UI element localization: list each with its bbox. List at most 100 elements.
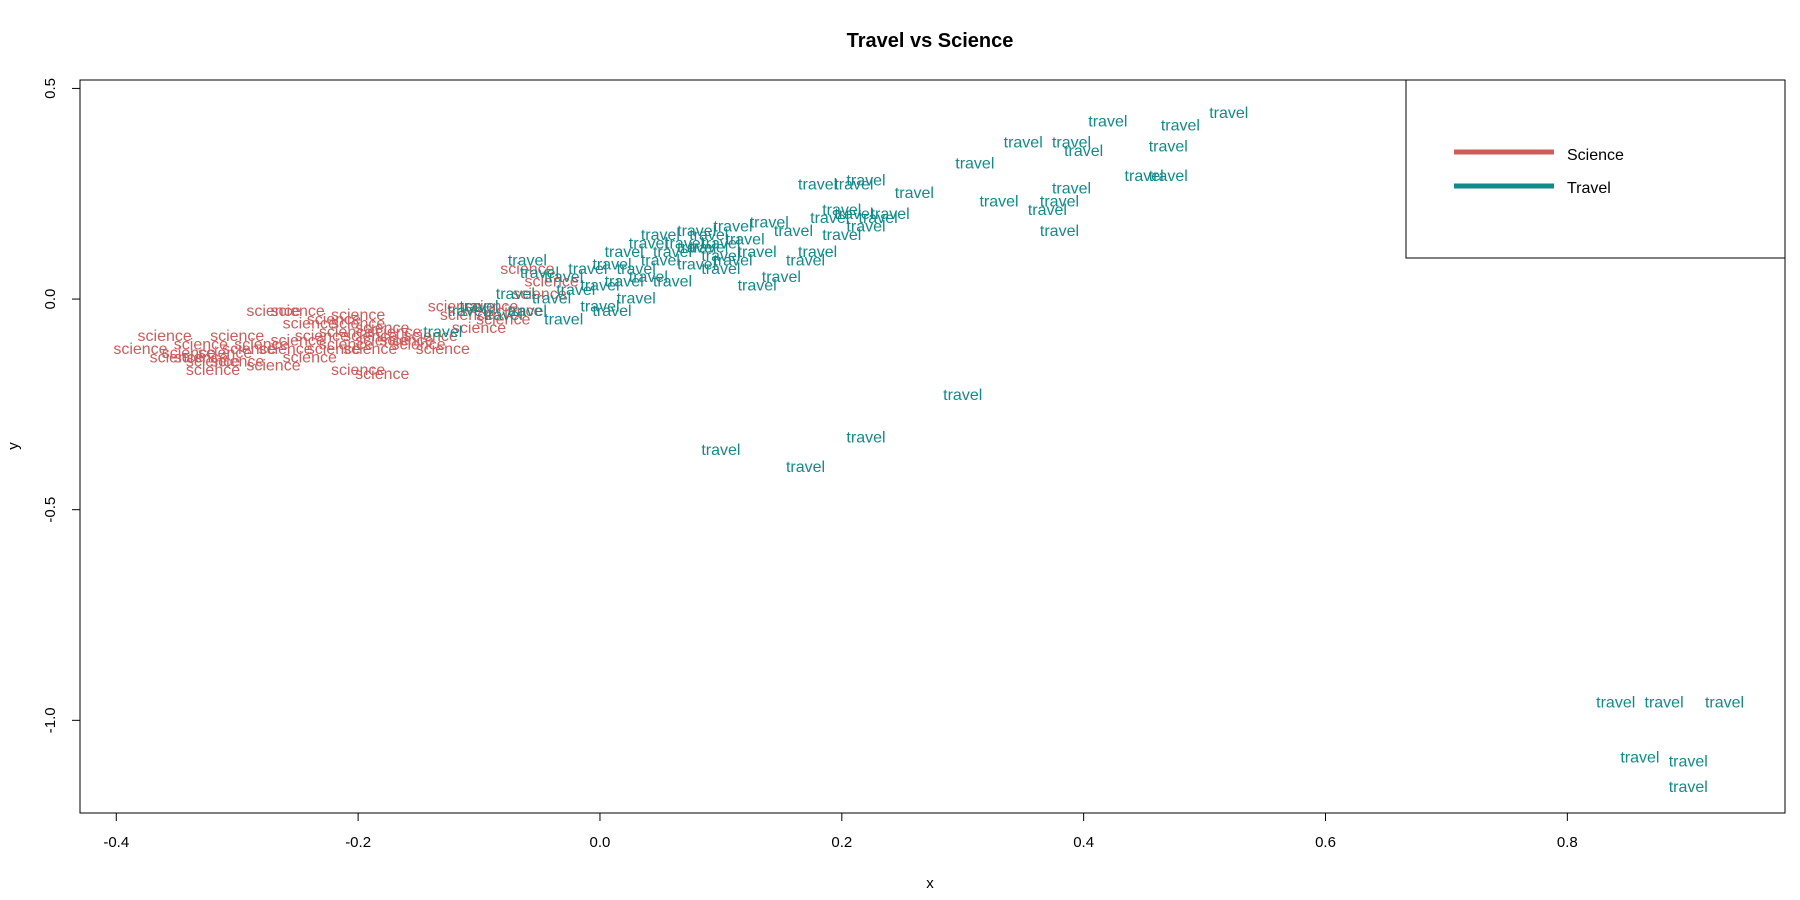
- science-point: science: [367, 324, 421, 341]
- science-point: science: [343, 341, 397, 358]
- science-point: science: [404, 328, 458, 345]
- x-tick-label: 0.0: [590, 834, 611, 851]
- science-point: science: [440, 307, 494, 324]
- travel-point: travel: [1209, 105, 1248, 122]
- travel-point: travel: [653, 273, 692, 290]
- x-axis: -0.4 -0.2 0.0 0.2 0.4 0.6 0.8: [103, 812, 1578, 851]
- science-point: science: [391, 337, 445, 354]
- travel-point: travel: [508, 303, 547, 320]
- travel-point: travel: [1004, 134, 1043, 151]
- science-point: science: [355, 332, 409, 349]
- science-point: science: [343, 328, 397, 345]
- science-point: science: [416, 341, 470, 358]
- science-point: science: [355, 320, 409, 337]
- series-science: sciencesciencesciencesciencesciencescien…: [113, 261, 578, 383]
- travel-point: travel: [641, 252, 680, 269]
- travel-point: travel: [1028, 202, 1067, 219]
- science-point: science: [307, 341, 361, 358]
- travel-point: travel: [592, 303, 631, 320]
- travel-point: travel: [1705, 695, 1744, 712]
- science-point: science: [379, 332, 433, 349]
- travel-point: travel: [447, 303, 486, 320]
- x-tick-label: 0.2: [831, 834, 852, 851]
- travel-point: travel: [544, 311, 583, 328]
- travel-point: travel: [1064, 143, 1103, 160]
- travel-point: travel: [798, 244, 837, 261]
- science-point: science: [186, 362, 240, 379]
- travel-point: travel: [701, 442, 740, 459]
- legend-label-travel: Travel: [1567, 180, 1611, 197]
- science-point: science: [174, 349, 228, 366]
- science-point: science: [113, 341, 167, 358]
- science-point: science: [319, 324, 373, 341]
- science-point: science: [271, 332, 325, 349]
- travel-point: travel: [617, 290, 656, 307]
- y-tick-label: 0.0: [42, 289, 59, 310]
- series-travel: traveltraveltraveltraveltraveltraveltrav…: [423, 105, 1744, 796]
- travel-point: travel: [689, 240, 728, 257]
- science-point: science: [295, 328, 349, 345]
- science-point: science: [319, 337, 373, 354]
- travel-point: travel: [1161, 118, 1200, 135]
- x-tick-label: 0.4: [1073, 834, 1094, 851]
- y-tick-label: -1.0: [42, 707, 59, 733]
- travel-point: travel: [484, 307, 523, 324]
- y-axis-label: y: [5, 442, 22, 450]
- travel-point: travel: [955, 155, 994, 172]
- travel-point: travel: [629, 269, 668, 286]
- travel-point: travel: [979, 193, 1018, 210]
- travel-point: travel: [1088, 113, 1127, 130]
- travel-point: travel: [846, 172, 885, 189]
- travel-point: travel: [1040, 223, 1079, 240]
- travel-point: travel: [653, 244, 692, 261]
- science-point: science: [162, 345, 216, 362]
- travel-point: travel: [834, 206, 873, 223]
- science-point: science: [331, 362, 385, 379]
- travel-point: travel: [726, 231, 765, 248]
- travel-point: travel: [1052, 134, 1091, 151]
- science-point: science: [150, 349, 204, 366]
- travel-point: travel: [846, 219, 885, 236]
- travel-point: travel: [846, 429, 885, 446]
- y-tick-label: -0.5: [42, 497, 59, 523]
- science-point: science: [138, 328, 192, 345]
- legend-label-science: Science: [1567, 147, 1624, 164]
- travel-point: travel: [568, 261, 607, 278]
- travel-point: travel: [580, 299, 619, 316]
- travel-point: travel: [580, 278, 619, 295]
- science-point: science: [428, 299, 482, 316]
- travel-point: travel: [786, 459, 825, 476]
- travel-point: travel: [592, 257, 631, 274]
- travel-point: travel: [617, 261, 656, 278]
- travel-point: travel: [1669, 754, 1708, 771]
- travel-point: travel: [605, 273, 644, 290]
- travel-point: travel: [859, 210, 898, 227]
- travel-point: travel: [520, 265, 559, 282]
- legend: Science Travel: [1405, 79, 1786, 259]
- science-point: science: [246, 358, 300, 375]
- science-point: science: [524, 273, 578, 290]
- science-point: science: [331, 307, 385, 324]
- travel-point: travel: [822, 202, 861, 219]
- science-point: science: [186, 353, 240, 370]
- legend-box: [1405, 79, 1786, 259]
- travel-point: travel: [459, 299, 498, 316]
- travel-point: travel: [1149, 139, 1188, 156]
- science-point: science: [476, 311, 530, 328]
- travel-point: travel: [750, 214, 789, 231]
- travel-point: travel: [641, 227, 680, 244]
- x-axis-label: x: [926, 875, 934, 892]
- travel-point: travel: [508, 252, 547, 269]
- travel-point: travel: [689, 227, 728, 244]
- science-point: science: [283, 349, 337, 366]
- science-point: science: [246, 303, 300, 320]
- science-point: science: [500, 261, 554, 278]
- travel-point: travel: [738, 278, 777, 295]
- travel-point: travel: [629, 236, 668, 253]
- travel-point: travel: [701, 236, 740, 253]
- science-point: science: [210, 353, 264, 370]
- travel-point: travel: [423, 324, 462, 341]
- travel-point: travel: [943, 387, 982, 404]
- science-point: science: [210, 328, 264, 345]
- science-point: science: [222, 341, 276, 358]
